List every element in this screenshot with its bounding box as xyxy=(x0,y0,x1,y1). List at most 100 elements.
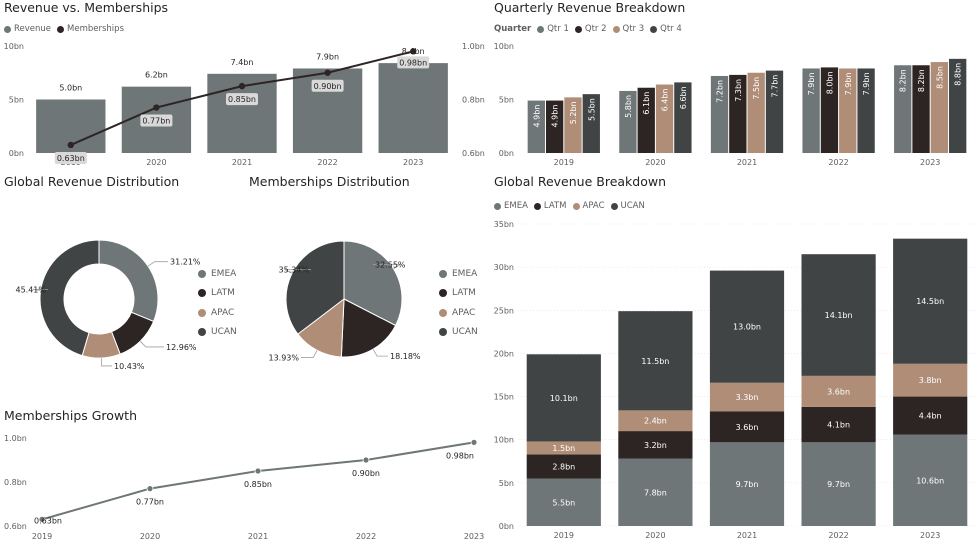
pie-slice xyxy=(343,240,403,327)
legend-marker xyxy=(494,202,501,210)
legend-item[interactable]: APAC xyxy=(439,303,478,323)
line-data-label: 0.85bn xyxy=(228,95,256,104)
legend-item[interactable]: EMEA xyxy=(198,264,237,284)
slice-data-label: 31.21% xyxy=(170,258,201,267)
legend-label: APAC xyxy=(452,307,476,318)
quarter-bar xyxy=(527,100,545,153)
leader-line xyxy=(372,348,388,357)
stacked-segment xyxy=(709,442,785,526)
revenue-vs-memberships-panel: Revenue vs. Memberships Revenue Membershi… xyxy=(0,0,490,172)
stacked-segment xyxy=(618,431,693,459)
legend-label: Qtr 1 xyxy=(547,24,569,34)
legend-marker xyxy=(4,25,11,33)
bar-data-label: 5.2bn xyxy=(569,101,578,124)
legend-marker xyxy=(537,25,545,33)
chart-legend: Revenue Memberships xyxy=(4,24,124,34)
bar-data-label: 8.5bn xyxy=(935,66,944,89)
x-tick-label: 2021 xyxy=(737,531,757,540)
legend-item[interactable]: UCAN xyxy=(198,323,237,343)
y-tick-label: 5bn xyxy=(499,96,514,105)
legend-item[interactable]: LATM xyxy=(439,284,478,304)
memberships-point xyxy=(67,141,75,149)
growth-point xyxy=(362,456,370,464)
y-tick-label: 15bn xyxy=(494,393,514,402)
legend-item[interactable]: Qtr 2 xyxy=(574,24,607,34)
slice-data-label: 45.41% xyxy=(15,285,46,294)
panel-title: Global Revenue Distribution xyxy=(4,174,180,189)
quarter-bar xyxy=(710,75,729,153)
y-tick-label: 30bn xyxy=(494,263,514,272)
memberships-point xyxy=(238,82,246,90)
legend-marker xyxy=(198,269,206,278)
legend-label: Qtr 2 xyxy=(584,24,607,34)
segment-data-label: 10.1bn xyxy=(550,394,578,403)
legend-item[interactable]: Qtr 4 xyxy=(650,24,682,34)
legend-item[interactable]: APAC xyxy=(572,201,605,211)
leader-line xyxy=(301,350,318,358)
y-tick-label: 20bn xyxy=(494,349,514,358)
segment-data-label: 3.3bn xyxy=(736,393,759,402)
legend-item[interactable]: EMEA xyxy=(494,201,528,211)
stacked-segment xyxy=(618,311,693,411)
bar-data-label: 7.3bn xyxy=(734,79,743,102)
y2-tick-label: 1.0bn xyxy=(462,42,485,51)
legend-item[interactable]: Qtr 3 xyxy=(612,24,645,34)
x-tick-label: 2019 xyxy=(554,531,574,540)
bar-data-label: 5.8bn xyxy=(624,95,633,118)
legend-item[interactable]: LATM xyxy=(198,284,237,304)
stacked-segment xyxy=(801,406,876,443)
line-data-label: 0.85bn xyxy=(244,480,272,489)
memberships-growth-chart: 0.6bn 0.8bn 1.0bn 0.63bn 2019 0.77bn 2020 0.85b… xyxy=(4,434,484,541)
y-tick-label: 25bn xyxy=(494,306,514,315)
stacked-segment xyxy=(709,411,785,443)
pie-slice xyxy=(39,239,100,357)
y2-tick-label: 0.6bn xyxy=(462,149,485,158)
quarter-bar xyxy=(820,67,839,153)
legend-item[interactable]: Memberships xyxy=(57,24,124,34)
slice-data-label: 18.18% xyxy=(390,352,421,361)
x-tick-label: 2020 xyxy=(140,532,160,541)
stacked-segment xyxy=(526,478,601,526)
legend-item[interactable]: Qtr 1 xyxy=(537,24,569,34)
legend-label: LATM xyxy=(543,201,567,211)
stacked-segment xyxy=(893,363,968,397)
legend-marker xyxy=(574,25,582,33)
legend-item[interactable]: UCAN xyxy=(610,201,645,211)
bar-data-label: 7.9bn xyxy=(807,72,816,95)
legend-label: APAC xyxy=(211,307,235,318)
memberships-growth-panel: Memberships Growth 0.6bn 0.8bn 1.0bn 0.63bn… xyxy=(0,408,490,549)
legend-label: LATM xyxy=(452,288,476,299)
segment-data-label: 3.6bn xyxy=(736,423,759,432)
legend-item[interactable]: UCAN xyxy=(439,323,478,343)
x-tick-label: 2021 xyxy=(232,158,252,167)
stacked-segment xyxy=(618,410,693,432)
global-revenue-breakdown-panel: Global Revenue Breakdown EMEA LATM APAC UCA… xyxy=(490,174,978,549)
bar-data-label: 4.9bn xyxy=(532,105,541,128)
segment-data-label: 3.8bn xyxy=(919,376,942,385)
legend-marker xyxy=(198,289,206,298)
quarter-bar xyxy=(894,65,912,153)
leader-line xyxy=(284,269,311,274)
legend-label: Qtr 3 xyxy=(622,24,645,34)
quarterly-revenue-panel: Quarterly Revenue Breakdown Quarter Qtr 1… xyxy=(490,0,978,172)
line-label-box xyxy=(226,93,258,106)
legend-label: UCAN xyxy=(211,327,237,338)
legend-item[interactable]: LATM xyxy=(533,201,567,211)
chart-legend: EMEA LATM APAC UCAN xyxy=(198,264,237,342)
segment-data-label: 5.5bn xyxy=(552,498,575,507)
segment-data-label: 4.4bn xyxy=(919,412,942,421)
x-tick-label: 2019 xyxy=(554,158,574,167)
legend-item[interactable]: Revenue xyxy=(4,24,51,34)
revenue-vs-memberships-chart: 0bn5bn10bn0.6bn0.8bn1.0bn5.0bn20196.2bn2… xyxy=(4,42,485,167)
legend-item[interactable]: EMEA xyxy=(439,264,478,284)
segment-data-label: 4.1bn xyxy=(827,421,850,430)
quarter-bar xyxy=(674,82,692,153)
x-tick-label: 2023 xyxy=(920,531,940,540)
quarter-bar xyxy=(802,68,820,153)
legend-marker xyxy=(198,308,206,317)
memberships-distribution-panel: Memberships Distribution 32.55% 18.18% 13.… xyxy=(245,174,490,399)
panel-title: Memberships Growth xyxy=(4,408,137,423)
legend-item[interactable]: APAC xyxy=(198,303,237,323)
slice-data-label: 35.34% xyxy=(278,266,309,275)
segment-data-label: 2.4bn xyxy=(644,417,667,426)
